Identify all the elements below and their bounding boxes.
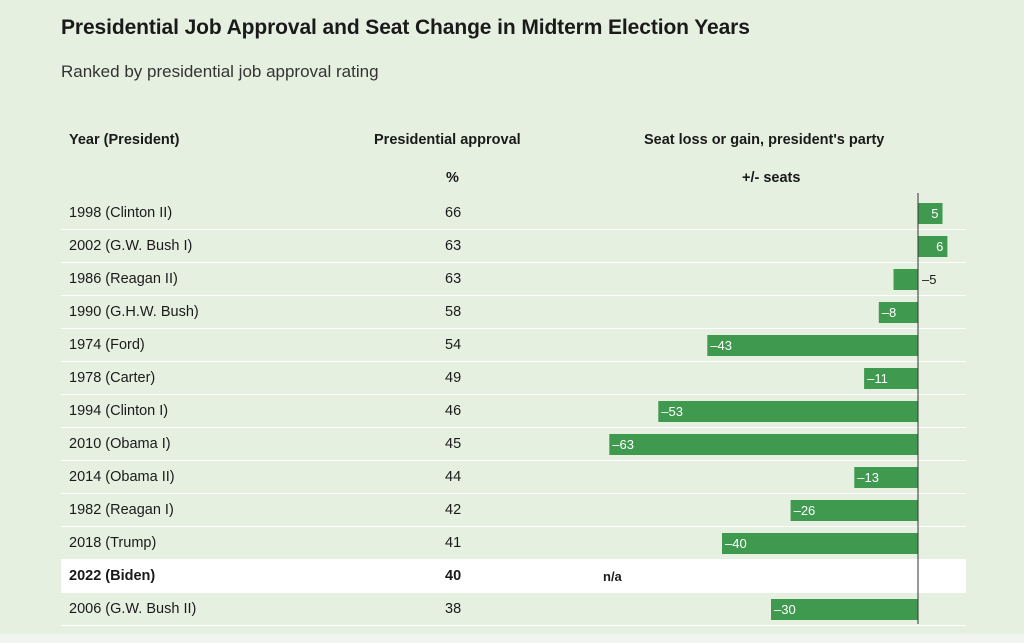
approval-value: 49	[445, 370, 462, 386]
year-president-label: 1974 (Ford)	[69, 337, 145, 353]
year-president-label: 2010 (Obama I)	[69, 436, 171, 452]
approval-value: 41	[445, 535, 462, 551]
year-president-label: 1982 (Reagan I)	[69, 502, 174, 518]
approval-value: 58	[445, 304, 462, 320]
year-president-label: 2002 (G.W. Bush I)	[69, 238, 193, 254]
approval-value: 66	[445, 205, 462, 221]
table-row: 2022 (Biden) 40 n/a	[61, 560, 966, 593]
year-president-label: 2006 (G.W. Bush II)	[69, 601, 197, 617]
chart-subtitle: Ranked by presidential job approval rati…	[61, 62, 379, 81]
year-president-label: 1986 (Reagan II)	[69, 271, 178, 287]
year-president-label: 1978 (Carter)	[69, 370, 156, 386]
column-unit-seats: +/- seats	[742, 170, 801, 186]
table-row: 2006 (G.W. Bush II) 38	[61, 593, 966, 626]
approval-value: 38	[445, 601, 462, 617]
approval-value: 54	[445, 337, 462, 353]
table-row: 1974 (Ford) 54	[61, 329, 966, 362]
table-row: 1986 (Reagan II) 63	[61, 263, 966, 296]
year-president-label: 1998 (Clinton II)	[69, 205, 173, 221]
year-president-label: 2022 (Biden)	[69, 568, 156, 584]
table-row: 1994 (Clinton I) 46	[61, 395, 966, 428]
year-president-label: 2018 (Trump)	[69, 535, 157, 551]
approval-value: 46	[445, 403, 462, 419]
year-president-label: 1994 (Clinton I)	[69, 403, 169, 419]
column-header-approval: Presidential approval	[374, 132, 521, 148]
seat-change-na-label: n/a	[603, 569, 622, 584]
approval-value: 45	[445, 436, 462, 452]
column-header-seats: Seat loss or gain, president's party	[644, 132, 885, 148]
table-row: 2014 (Obama II) 44	[61, 461, 966, 494]
table-row: 1998 (Clinton II) 66	[61, 197, 966, 230]
approval-value: 40	[445, 568, 462, 584]
approval-value: 63	[445, 271, 462, 287]
table-row: 2010 (Obama I) 45	[61, 428, 966, 461]
approval-value: 44	[445, 469, 462, 485]
table-row: 1990 (G.H.W. Bush) 58	[61, 296, 966, 329]
approval-value: 63	[445, 238, 462, 254]
table-row: 2018 (Trump) 41	[61, 527, 966, 560]
column-unit-percent: %	[446, 170, 459, 186]
column-header-year: Year (President)	[69, 132, 180, 148]
table-row: 1978 (Carter) 49	[61, 362, 966, 395]
table-row: 1982 (Reagan I) 42	[61, 494, 966, 527]
approval-value: 42	[445, 502, 462, 518]
bottom-band	[0, 634, 1024, 643]
chart-title: Presidential Job Approval and Seat Chang…	[61, 16, 750, 39]
year-president-label: 2014 (Obama II)	[69, 469, 175, 485]
table-row: 2002 (G.W. Bush I) 63	[61, 230, 966, 263]
year-president-label: 1990 (G.H.W. Bush)	[69, 304, 199, 320]
